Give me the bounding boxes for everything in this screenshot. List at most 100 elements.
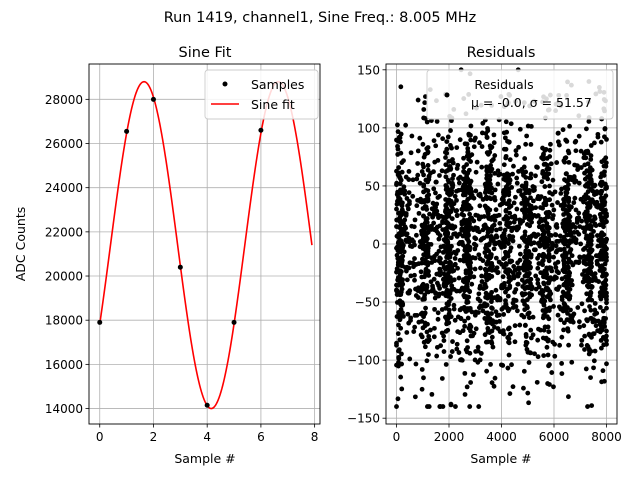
residual-point xyxy=(576,231,582,237)
residual-point xyxy=(589,271,595,277)
residual-point xyxy=(422,100,428,106)
residual-point xyxy=(489,238,495,243)
residual-point xyxy=(540,145,545,151)
residual-point xyxy=(420,325,426,331)
residual-point xyxy=(543,269,549,275)
residual-point xyxy=(524,244,530,250)
residual-point xyxy=(425,145,431,150)
residual-point xyxy=(451,286,457,292)
residual-point xyxy=(602,378,607,384)
residual-point xyxy=(531,198,536,204)
residual-point xyxy=(564,138,570,144)
residual-point xyxy=(425,251,431,257)
residual-point xyxy=(598,139,604,145)
residual-point xyxy=(523,332,529,337)
residual-point xyxy=(445,134,451,140)
residual-point xyxy=(443,226,448,232)
residual-point xyxy=(420,161,426,167)
residual-point xyxy=(395,256,401,261)
residual-point xyxy=(449,216,455,222)
residual-point xyxy=(401,314,406,319)
residual-point xyxy=(561,282,567,288)
residual-point xyxy=(561,263,567,269)
residual-point xyxy=(516,169,521,174)
residual-point xyxy=(517,322,523,328)
residual-point xyxy=(493,319,499,325)
residual-point xyxy=(544,344,550,350)
residual-point xyxy=(554,239,560,244)
residual-point xyxy=(565,328,571,334)
residual-point xyxy=(488,173,493,179)
residual-point xyxy=(451,231,457,237)
residual-point xyxy=(443,174,449,180)
residual-point xyxy=(546,211,551,217)
residual-point xyxy=(565,239,571,244)
residual-point xyxy=(408,273,414,279)
residual-point xyxy=(572,195,578,201)
residual-point xyxy=(584,343,590,348)
residual-point xyxy=(528,175,534,181)
residual-point xyxy=(486,185,492,191)
residual-point xyxy=(394,340,399,346)
residual-point xyxy=(485,150,491,156)
residual-point xyxy=(528,142,534,147)
residual-point xyxy=(425,262,431,268)
residual-point xyxy=(503,302,509,307)
residual-point xyxy=(533,205,539,211)
residual-point xyxy=(601,250,607,256)
residual-point xyxy=(560,289,566,295)
residual-point xyxy=(587,304,592,309)
residual-point xyxy=(522,186,528,192)
residual-point xyxy=(589,284,595,290)
residual-point xyxy=(513,194,518,200)
residual-point xyxy=(528,254,534,260)
residual-point xyxy=(503,261,509,266)
residual-point xyxy=(399,361,405,367)
residual-point xyxy=(440,277,446,282)
residual-point xyxy=(428,170,433,176)
residual-point xyxy=(594,261,600,267)
residual-point xyxy=(552,189,558,195)
residual-point xyxy=(501,130,507,136)
residual-point xyxy=(491,140,497,146)
residual-point xyxy=(551,384,556,390)
residual-point xyxy=(535,241,541,246)
residual-point xyxy=(456,180,462,186)
residual-point xyxy=(578,241,584,247)
residual-point xyxy=(482,250,488,255)
residual-point xyxy=(577,254,583,260)
residual-point xyxy=(461,213,467,218)
residual-point xyxy=(396,347,402,353)
residual-point xyxy=(503,208,509,214)
residual-point xyxy=(453,208,459,214)
residual-point xyxy=(541,327,547,333)
residual-point xyxy=(600,318,606,324)
residual-point xyxy=(458,357,464,362)
residual-point xyxy=(604,328,609,334)
residual-point xyxy=(573,138,579,144)
residual-point xyxy=(469,309,475,315)
residual-point xyxy=(491,383,497,389)
residual-point xyxy=(420,141,426,147)
residual-point xyxy=(581,155,587,161)
residual-point xyxy=(418,269,424,275)
residual-point xyxy=(434,251,439,257)
residual-point xyxy=(538,327,543,333)
residual-point xyxy=(601,209,606,215)
sample-point xyxy=(150,96,156,102)
residual-point xyxy=(493,309,499,315)
residual-point xyxy=(563,308,569,313)
residual-point xyxy=(532,351,537,357)
residual-point xyxy=(507,237,513,242)
residual-point xyxy=(492,324,497,330)
residual-point xyxy=(500,189,506,195)
y-tick-label: 18000 xyxy=(45,314,83,328)
residual-point xyxy=(431,276,437,282)
residual-point xyxy=(501,312,507,317)
residual-point xyxy=(478,265,483,271)
residual-point xyxy=(519,192,524,198)
residual-point xyxy=(576,133,582,139)
residual-point xyxy=(494,227,499,233)
residual-point xyxy=(473,309,479,315)
residual-point xyxy=(592,348,598,354)
